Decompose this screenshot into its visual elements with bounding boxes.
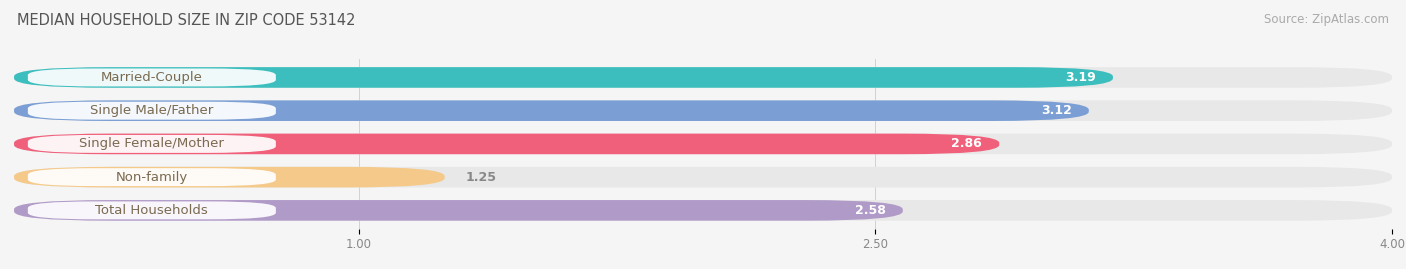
FancyBboxPatch shape [14, 100, 1088, 121]
Text: Non-family: Non-family [115, 171, 188, 184]
Text: Married-Couple: Married-Couple [101, 71, 202, 84]
FancyBboxPatch shape [14, 167, 1392, 187]
Text: 2.58: 2.58 [855, 204, 886, 217]
Text: 2.86: 2.86 [952, 137, 981, 150]
Text: Source: ZipAtlas.com: Source: ZipAtlas.com [1264, 13, 1389, 26]
Text: 3.12: 3.12 [1040, 104, 1071, 117]
FancyBboxPatch shape [14, 134, 1000, 154]
FancyBboxPatch shape [14, 134, 1392, 154]
FancyBboxPatch shape [14, 100, 1392, 121]
Text: Single Female/Mother: Single Female/Mother [79, 137, 225, 150]
FancyBboxPatch shape [14, 200, 1392, 221]
FancyBboxPatch shape [14, 67, 1392, 88]
FancyBboxPatch shape [14, 200, 903, 221]
FancyBboxPatch shape [28, 102, 276, 120]
FancyBboxPatch shape [28, 168, 276, 186]
Text: Single Male/Father: Single Male/Father [90, 104, 214, 117]
FancyBboxPatch shape [28, 69, 276, 86]
FancyBboxPatch shape [28, 135, 276, 153]
FancyBboxPatch shape [14, 67, 1114, 88]
Text: Total Households: Total Households [96, 204, 208, 217]
Text: 1.25: 1.25 [465, 171, 496, 184]
FancyBboxPatch shape [14, 167, 444, 187]
FancyBboxPatch shape [28, 201, 276, 219]
Text: 3.19: 3.19 [1064, 71, 1095, 84]
Text: MEDIAN HOUSEHOLD SIZE IN ZIP CODE 53142: MEDIAN HOUSEHOLD SIZE IN ZIP CODE 53142 [17, 13, 356, 29]
